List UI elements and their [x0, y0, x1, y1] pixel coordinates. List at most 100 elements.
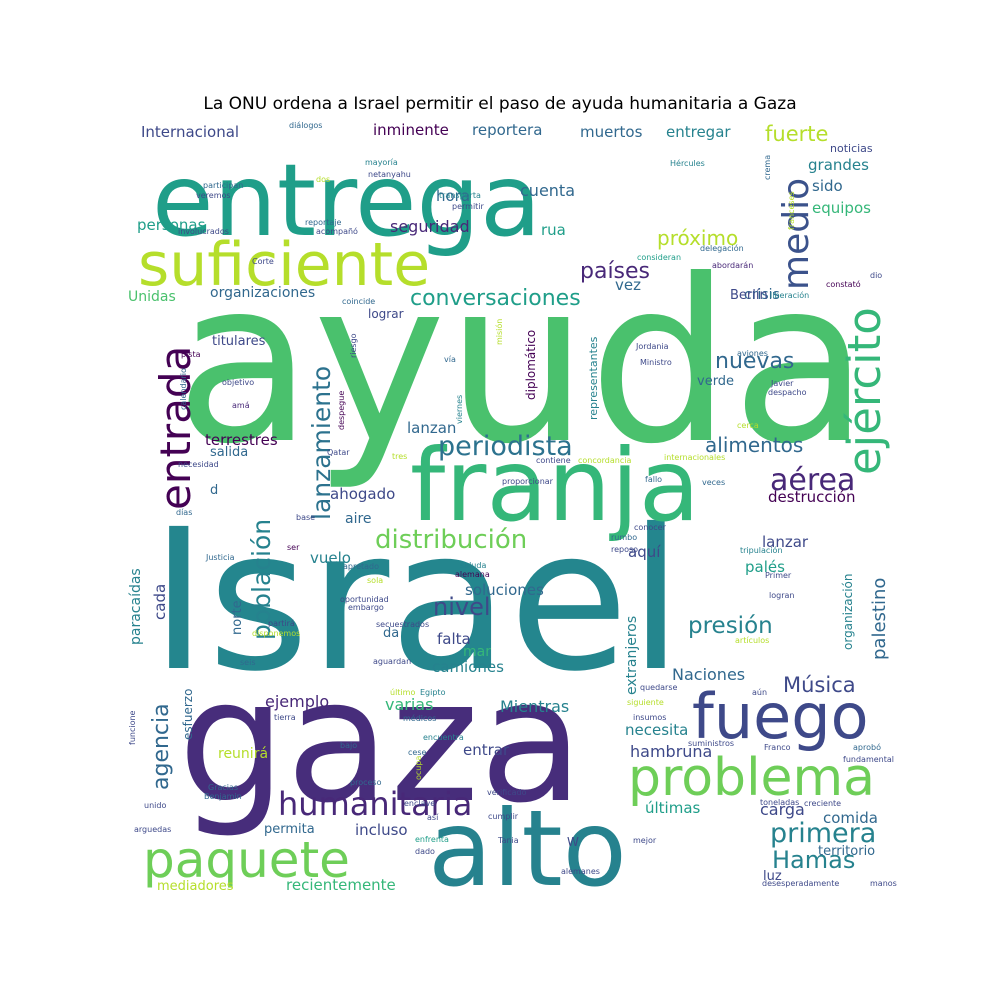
cloud-word: franceses: [787, 191, 796, 230]
cloud-word: proporcionar: [502, 477, 554, 486]
cloud-word: crisis: [744, 287, 780, 303]
cloud-word: unido: [144, 801, 166, 810]
cloud-word: vía: [444, 355, 456, 364]
cloud-word: paquete: [143, 831, 350, 889]
cloud-word: periodista: [438, 431, 573, 462]
cloud-word: destrucción: [768, 488, 855, 506]
cloud-word: enclave: [404, 799, 435, 808]
cloud-word: cuenta: [520, 181, 575, 200]
cloud-title: La ONU ordena a Israel permitir el paso …: [203, 94, 797, 114]
cloud-word: gaza: [178, 643, 584, 841]
cloud-word: creciente: [804, 799, 841, 808]
cloud-word: tres: [392, 452, 407, 461]
cloud-word: Unidas: [128, 289, 176, 305]
cloud-word: tierra: [274, 713, 296, 722]
cloud-word: manos: [870, 879, 897, 888]
cloud-word: dio: [870, 271, 882, 280]
cloud-word: Corte: [252, 257, 274, 266]
cloud-word: representantes: [587, 336, 600, 420]
cloud-word: Naciones: [672, 665, 745, 684]
cloud-word: calendario: [179, 368, 188, 410]
cloud-word: carga: [760, 800, 805, 819]
cloud-word: primera: [770, 818, 876, 849]
cloud-word: dos: [316, 175, 330, 184]
cloud-word: base: [296, 513, 315, 522]
cloud-word: así: [427, 813, 439, 822]
cloud-word: luz: [763, 869, 782, 884]
cloud-word: titulares: [212, 334, 266, 349]
cloud-word: apretado: [343, 562, 379, 571]
cloud-word: paracaídas: [128, 568, 144, 645]
cloud-word: despegue: [337, 391, 346, 430]
cloud-word: Primer: [765, 571, 792, 580]
cloud-word: conocer: [634, 523, 667, 532]
cloud-word: Gracias: [208, 783, 238, 792]
cloud-word: aérea: [770, 463, 855, 498]
cloud-word: entrega: [152, 142, 541, 259]
cloud-word: hambruna: [630, 742, 712, 761]
cloud-word: mayoría: [365, 158, 398, 167]
cloud-word: Israel: [150, 487, 683, 714]
cloud-word: ejemplo: [265, 692, 329, 711]
cloud-word: nivel: [433, 593, 491, 621]
cloud-word: lanzan: [407, 419, 456, 437]
cloud-word: seguridad: [390, 217, 470, 236]
cloud-word: reposo: [611, 545, 638, 554]
cloud-word: diplomático: [524, 330, 538, 400]
cloud-word: veces: [702, 478, 725, 487]
cloud-word: netanyahu: [368, 170, 411, 179]
cloud-word: riesgo: [349, 333, 358, 358]
cloud-word: cerca: [737, 421, 759, 430]
cloud-word: embargo: [348, 603, 384, 612]
cloud-word: entrada: [151, 346, 200, 510]
cloud-word: palestino: [869, 578, 890, 660]
cloud-word: acompañó: [316, 226, 358, 236]
cloud-word: diálogos: [289, 121, 322, 130]
cloud-word: fuerte: [765, 122, 828, 146]
cloud-word: rumbo: [611, 533, 637, 542]
cloud-word: aire: [345, 511, 372, 527]
cloud-word: territorio: [818, 844, 875, 859]
cloud-word: bajo: [340, 741, 357, 750]
cloud-word: alemana: [455, 570, 490, 579]
cloud-word: toneladas: [760, 798, 799, 807]
cloud-word: liberación: [770, 290, 809, 300]
cloud-word: alto: [428, 788, 627, 910]
cloud-word: crema: [763, 155, 772, 180]
cloud-word: reportaje: [305, 218, 342, 227]
cloud-word: Qatar: [327, 448, 350, 457]
cloud-word: vez: [615, 276, 641, 294]
cloud-word: artículos: [735, 636, 769, 645]
cloud-word: Tania: [497, 836, 519, 845]
cloud-word: contiene: [536, 456, 571, 465]
cloud-word: viernes: [455, 395, 464, 424]
cloud-word: W: [567, 835, 579, 849]
cloud-word: palés: [745, 558, 785, 576]
cloud-word: organizaciones: [210, 285, 315, 301]
cloud-word: objetivo: [222, 378, 254, 387]
cloud-word: medio: [776, 178, 817, 290]
cloud-word: Justicia: [205, 553, 235, 562]
cloud-word: Javier: [770, 379, 794, 388]
cloud-word: Berlín: [730, 288, 768, 303]
cloud-word: funcione: [128, 710, 137, 745]
cloud-word: veremos: [196, 191, 231, 200]
cloud-word: hora: [436, 187, 470, 205]
cloud-word: soluciones: [465, 581, 544, 599]
cloud-word: ahogado: [330, 485, 395, 503]
cloud-word: aún: [752, 688, 767, 697]
cloud-word: aprobó: [853, 742, 881, 752]
cloud-word: insumos: [633, 713, 666, 722]
cloud-word: misión: [494, 319, 504, 345]
cloud-word: cumplir: [488, 812, 519, 821]
cloud-word: ejército: [838, 307, 891, 475]
cloud-word: personas: [137, 216, 206, 234]
cloud-word: noticias: [830, 142, 873, 155]
cloud-word: internacionales: [664, 453, 725, 462]
cloud-word: verificado: [487, 788, 527, 797]
cloud-word: entregar: [666, 123, 731, 141]
cloud-word: aviones: [737, 349, 768, 358]
cloud-word: siguiente: [627, 698, 664, 707]
cloud-word: fuego: [692, 680, 869, 753]
